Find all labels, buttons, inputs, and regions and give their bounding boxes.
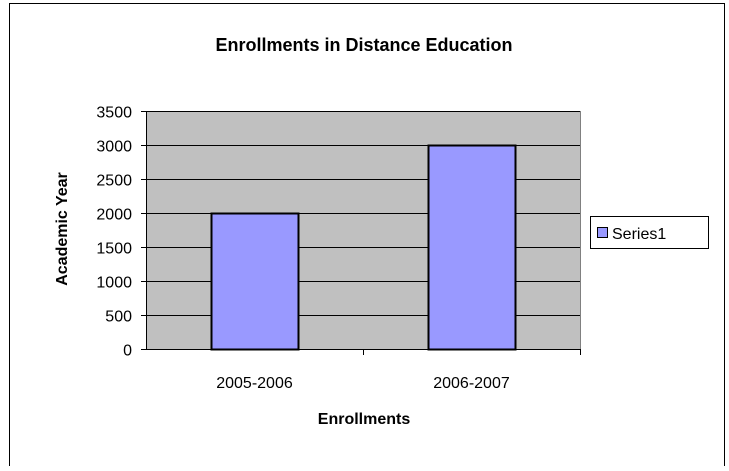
y-axis-title: Academic Year: [54, 172, 71, 286]
chart-title: Enrollments in Distance Education: [215, 35, 512, 55]
bar-2005-2006: [210, 212, 300, 351]
x-tick-label: 2006-2007: [433, 375, 510, 392]
axes: [141, 111, 581, 355]
y-tick-label: 3000: [96, 139, 132, 156]
legend-swatch: [597, 227, 608, 238]
x-axis-title: Enrollments: [318, 411, 411, 428]
legend-label: Series1: [612, 226, 666, 243]
y-tick-label: 3500: [96, 105, 132, 122]
legend-box: [590, 216, 709, 249]
x-tick-label: 2005-2006: [216, 375, 293, 392]
y-tick-label: 2000: [96, 207, 132, 224]
y-tick-label: 2500: [96, 173, 132, 190]
x-tick-labels: 2005-2006 2006-2007: [216, 375, 510, 392]
y-tick-label: 1500: [96, 241, 132, 258]
y-tick-label: 0: [123, 343, 132, 360]
bar-2006-2007: [427, 144, 517, 351]
bars: [210, 144, 517, 351]
y-tick-label: 1000: [96, 275, 132, 292]
legend: Series1: [590, 216, 709, 249]
y-tick-label: 500: [105, 309, 132, 326]
y-tick-labels: 0 500 1000 1500 2000 2500 3000 3500: [96, 105, 132, 360]
